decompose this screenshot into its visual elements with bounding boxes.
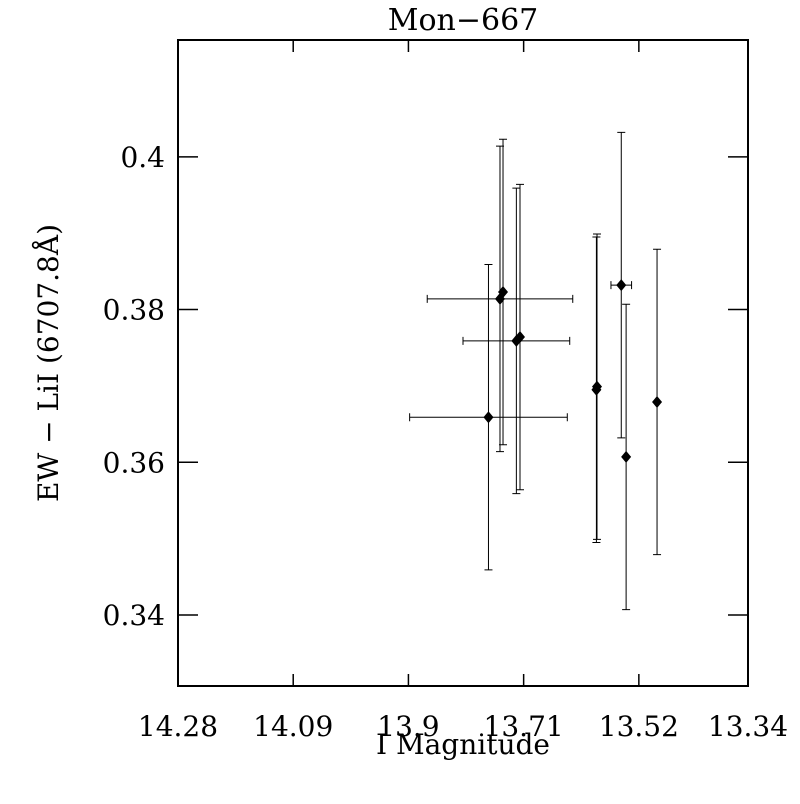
x-tick-label: 13.34 — [708, 710, 788, 743]
y-tick-label: 0.4 — [120, 141, 165, 174]
point — [515, 331, 525, 344]
x-tick-label: 13.71 — [484, 710, 564, 743]
point — [621, 450, 632, 463]
y-axis-label: EW − LiI (6707.8Å) — [32, 224, 65, 502]
y-tick-label: 0.34 — [103, 599, 165, 632]
point — [498, 285, 509, 298]
point — [592, 380, 603, 393]
x-tick-label: 14.09 — [253, 710, 333, 743]
y-tick-label: 0.38 — [103, 294, 165, 327]
y-tick-label: 0.36 — [103, 446, 165, 479]
plot-frame — [177, 39, 749, 687]
x-tick-label: 13.9 — [377, 710, 439, 743]
chart-title: Mon−667 — [388, 3, 539, 38]
point — [483, 411, 494, 424]
x-axis-label: I Magnitude — [376, 728, 550, 761]
x-tick-label: 14.28 — [138, 710, 218, 743]
x-tick-label: 13.52 — [599, 710, 679, 743]
point — [652, 395, 663, 408]
point — [616, 279, 627, 292]
